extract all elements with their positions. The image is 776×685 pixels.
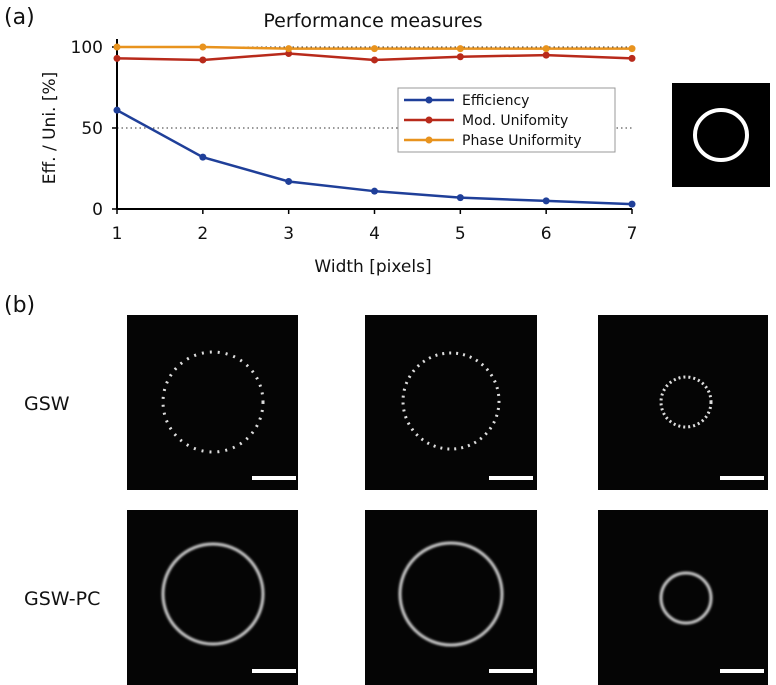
point xyxy=(542,197,550,205)
point xyxy=(113,43,121,51)
image xyxy=(127,315,298,490)
image xyxy=(598,510,768,685)
ring xyxy=(659,375,713,429)
point xyxy=(371,187,378,195)
panel-label: (a) xyxy=(4,5,35,30)
point xyxy=(542,45,550,53)
point xyxy=(456,194,464,202)
y-tick-label: 50 xyxy=(81,119,103,139)
x-tick-label: 6 xyxy=(541,224,552,244)
legend-label: Phase Uniformity xyxy=(462,133,582,149)
scale-bar xyxy=(489,476,533,480)
image xyxy=(127,510,298,685)
scale-bar xyxy=(720,476,764,480)
image xyxy=(365,315,537,490)
image xyxy=(365,510,537,685)
point xyxy=(113,106,121,114)
y-tick-label: 0 xyxy=(92,200,103,220)
legend-marker xyxy=(425,96,433,104)
ring xyxy=(161,542,265,646)
image-grid xyxy=(127,315,768,685)
legend-label: Efficiency xyxy=(462,93,529,109)
target-ring xyxy=(693,108,749,162)
row-label: GSW xyxy=(24,393,70,415)
legend-marker xyxy=(425,116,433,124)
legend-marker xyxy=(425,136,433,144)
y-axis-label: Eff. / Uni. [%] xyxy=(40,72,60,185)
point xyxy=(285,177,293,185)
point xyxy=(456,53,464,61)
ring xyxy=(398,541,504,647)
point xyxy=(542,51,550,59)
x-axis-label: Width [pixels] xyxy=(314,257,431,277)
x-tick-label: 2 xyxy=(197,224,208,244)
ring xyxy=(401,351,501,451)
point xyxy=(285,45,293,53)
ring xyxy=(659,571,713,625)
x-tick-label: 1 xyxy=(112,224,123,244)
x-tick-label: 5 xyxy=(455,224,466,244)
point xyxy=(285,49,293,57)
point xyxy=(628,54,636,62)
point xyxy=(199,153,207,161)
scale-bar xyxy=(720,669,764,673)
point xyxy=(371,45,378,53)
scale-bar xyxy=(252,476,296,480)
y-tick-label: 100 xyxy=(71,38,103,58)
ring xyxy=(161,350,265,454)
x-tick-label: 7 xyxy=(627,224,638,244)
point xyxy=(628,200,636,208)
legend-label: Mod. Unifomity xyxy=(462,113,568,129)
scale-bar xyxy=(252,669,296,673)
x-tick-label: 3 xyxy=(283,224,294,244)
point xyxy=(199,56,207,64)
row-label: GSW-PC xyxy=(24,588,100,610)
chart-title: Performance measures xyxy=(263,10,482,32)
point xyxy=(113,54,121,62)
panel-label: (b) xyxy=(4,293,35,318)
scale-bar xyxy=(489,669,533,673)
point xyxy=(628,45,636,53)
x-tick-label: 4 xyxy=(369,224,380,244)
point xyxy=(456,45,464,53)
image xyxy=(598,315,768,490)
point xyxy=(371,56,378,64)
point xyxy=(199,43,207,51)
target-image xyxy=(672,83,770,187)
